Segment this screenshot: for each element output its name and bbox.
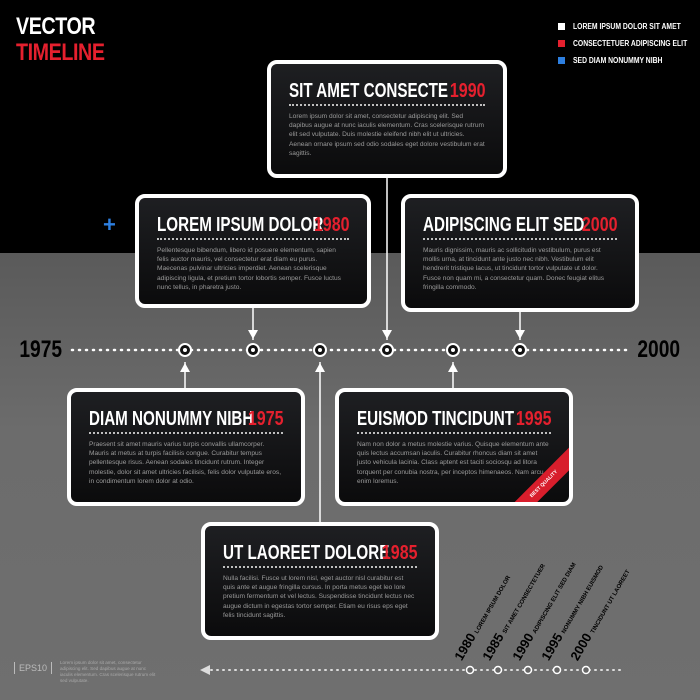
arrowhead-1995 [448, 363, 458, 372]
axis-start-label: 1975 [19, 336, 63, 363]
card-header: LOREM IPSUM DOLOR 1980 [157, 212, 349, 240]
mini-timeline-arrow-icon [200, 665, 210, 675]
card-1980: LOREM IPSUM DOLOR 1980 Pellentesque bibe… [135, 194, 371, 308]
axis-end-label: 2000 [637, 336, 681, 363]
card-body: Praesent sit amet mauris varius turpis c… [89, 441, 282, 485]
mini-timeline-nodes [465, 665, 591, 675]
card-title: ADIPISCING ELIT SED [423, 214, 585, 236]
legend-swatch-white [558, 23, 565, 30]
card-title: DIAM NONUMMY NIBH [89, 408, 254, 430]
arrowhead-1980 [248, 330, 258, 339]
card-header: DIAM NONUMMY NIBH 1975 [89, 406, 283, 434]
page-title: VECTOR TIMELINE [16, 14, 105, 66]
legend: LOREM IPSUM DOLOR SIT AMET CONSECTETUER … [558, 18, 700, 69]
card-1985: UT LAOREET DOLORE 1985 Nulla facilisi. F… [201, 522, 439, 640]
arrowhead-1975 [180, 363, 190, 372]
arrowhead-1985 [315, 363, 325, 372]
card-2000: ADIPISCING ELIT SED 2000 Mauris dignissi… [401, 194, 639, 312]
legend-item: LOREM IPSUM DOLOR SIT AMET [558, 18, 700, 35]
card-1990: SIT AMET CONSECTE 1990 Lorem ipsum dolor… [267, 60, 507, 178]
card-body: Pellentesque bibendum, libero id posuere… [157, 247, 341, 291]
node-centers [183, 348, 522, 352]
card-year: 1985 [381, 542, 417, 564]
card-title: LOREM IPSUM DOLOR [157, 214, 324, 236]
card-1975: DIAM NONUMMY NIBH 1975 Praesent sit amet… [67, 388, 305, 506]
eps-badge: EPS10 [14, 662, 53, 674]
arrowhead-2000 [515, 330, 525, 339]
card-header: UT LAOREET DOLORE 1985 [223, 540, 417, 568]
legend-label: LOREM IPSUM DOLOR SIT AMET [573, 22, 681, 31]
footer-text: Lorem ipsum dolor sit amet, consectetur … [60, 660, 156, 683]
card-title: UT LAOREET DOLORE [223, 542, 390, 564]
card-header: ADIPISCING ELIT SED 2000 [423, 212, 617, 240]
card-body: Nam non dolor a metus molestie varius. Q… [357, 441, 549, 485]
card-header: SIT AMET CONSECTE 1990 [289, 78, 485, 106]
card-header: EUISMOD TINCIDUNT 1995 [357, 406, 551, 434]
arrowhead-1990 [382, 330, 392, 339]
legend-swatch-red [558, 40, 565, 47]
eps-label: EPS10 [14, 662, 53, 674]
legend-label: CONSECTETUER ADIPISCING ELIT [573, 39, 688, 48]
card-body: Lorem ipsum dolor sit amet, consectetur … [289, 113, 485, 157]
card-year: 1995 [515, 408, 551, 430]
title-line-1: VECTOR [16, 13, 96, 40]
card-year: 2000 [581, 214, 617, 236]
legend-label: SED DIAM NONUMMY NIBH [573, 56, 663, 65]
card-title: EUISMOD TINCIDUNT [357, 408, 515, 430]
card-year: 1990 [449, 80, 485, 102]
card-body: Nulla facilisi. Fusce ut lorem nisl, ege… [223, 575, 415, 619]
card-body: Mauris dignissim, mauris ac sollicitudin… [423, 247, 605, 291]
legend-item: CONSECTETUER ADIPISCING ELIT [558, 35, 700, 52]
card-1995: EUISMOD TINCIDUNT 1995 Nam non dolor a m… [335, 388, 573, 506]
plus-icon: + [103, 212, 116, 237]
legend-item: SED DIAM NONUMMY NIBH [558, 52, 700, 69]
legend-swatch-blue [558, 57, 565, 64]
title-line-2: TIMELINE [16, 39, 105, 66]
card-title: SIT AMET CONSECTE [289, 80, 449, 102]
card-year: 1975 [247, 408, 283, 430]
card-year: 1980 [313, 214, 349, 236]
